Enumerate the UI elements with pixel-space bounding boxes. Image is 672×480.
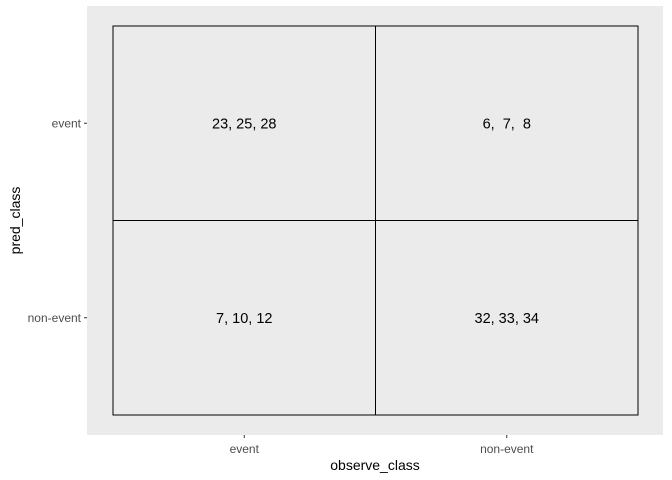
- x-axis-title: observe_class: [330, 457, 420, 473]
- y-tick-label: event: [52, 116, 82, 130]
- cell-label: 23, 25, 28: [212, 116, 277, 132]
- cell-tile: [112, 220, 376, 416]
- cell-tile: [375, 220, 639, 416]
- y-axis-title: pred_class: [7, 187, 23, 255]
- x-tick-label: non-event: [480, 442, 534, 456]
- cells-layer: 23, 25, 28 6, 7, 8 7, 10, 12 32, 33, 34: [112, 25, 639, 416]
- y-tick-label: non-event: [28, 311, 82, 325]
- x-tick-label: event: [230, 442, 260, 456]
- cell-tile: [375, 25, 639, 221]
- cell-tile: [112, 25, 376, 221]
- cell-label: 6, 7, 8: [483, 116, 531, 132]
- cell-label: 32, 33, 34: [475, 311, 540, 327]
- x-axis: event non-event: [230, 435, 534, 456]
- cell-label: 7, 10, 12: [216, 311, 272, 327]
- y-axis: event non-event: [28, 116, 87, 325]
